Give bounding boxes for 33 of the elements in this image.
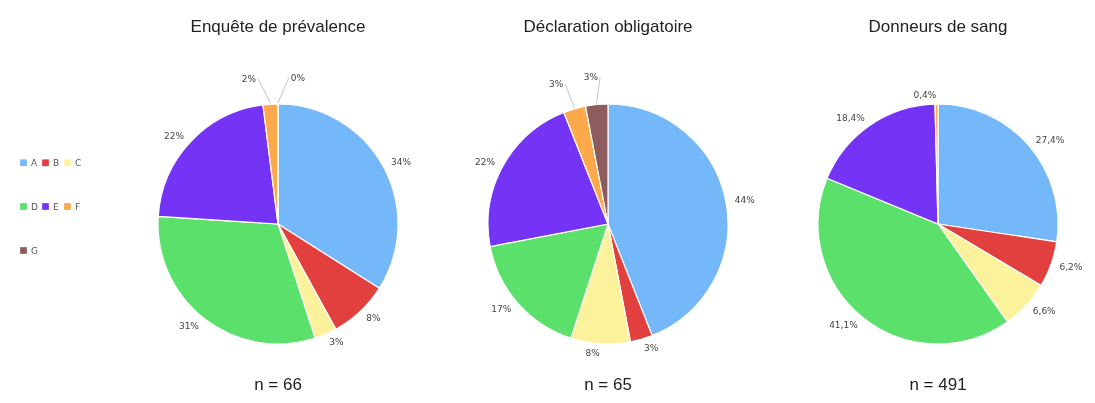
legend-label: B: [53, 157, 60, 168]
data-label: 18,4%: [836, 112, 866, 123]
data-label: 3%: [643, 342, 659, 353]
data-label: 31%: [178, 320, 200, 331]
legend-label: G: [31, 245, 38, 256]
legend-label: D: [31, 201, 38, 212]
legend-label: E: [53, 201, 59, 212]
data-label: 3%: [329, 337, 344, 348]
data-label: 22%: [474, 156, 496, 167]
data-label: 6,2%: [1059, 262, 1083, 273]
legend-label: A: [31, 157, 38, 168]
legend-label: F: [75, 201, 81, 212]
chart-title: Enquête de prévalence: [190, 17, 366, 36]
chart-title: Donneurs de sang: [868, 17, 1008, 36]
data-label: 41,1%: [829, 319, 859, 330]
data-label: 3%: [583, 72, 599, 83]
legend-label: C: [75, 157, 82, 168]
text: n = 65: [584, 375, 632, 394]
data-label: 8%: [366, 313, 382, 324]
data-label: 27,4%: [1035, 134, 1065, 145]
data-label: 17%: [491, 304, 512, 315]
data-label: 22%: [163, 130, 185, 141]
data-label: 6,6%: [1032, 306, 1057, 317]
data-label: 0,4%: [913, 90, 937, 101]
data-label: 34%: [391, 156, 412, 167]
chart-title: Déclaration obligatoire: [523, 17, 693, 36]
data-label: 44%: [734, 194, 756, 205]
text: n = 491: [909, 375, 967, 394]
data-label: 3%: [549, 78, 564, 89]
data-label: 2%: [241, 73, 257, 84]
text: n = 66: [254, 375, 302, 394]
data-label: 8%: [585, 347, 601, 358]
text: 0%: [290, 72, 306, 83]
